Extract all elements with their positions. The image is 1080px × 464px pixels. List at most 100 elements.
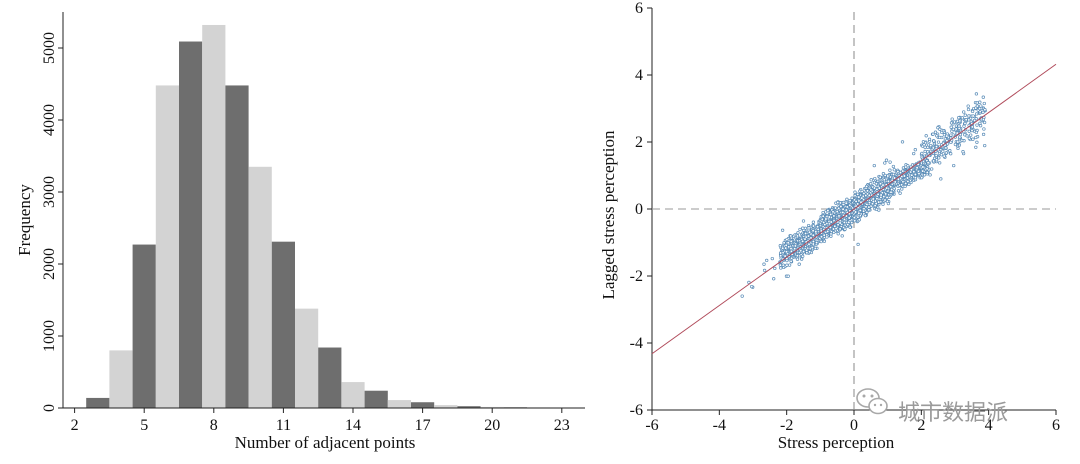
scatter-point (962, 124, 966, 128)
scatter-point (967, 114, 971, 118)
scatter-point (974, 135, 978, 140)
scatter-point (913, 148, 917, 152)
scatter-point (867, 193, 871, 197)
scatter-point (939, 177, 943, 181)
scatter-point (890, 187, 894, 192)
scatter-fit-line (651, 63, 1057, 355)
scatter-point (847, 220, 851, 224)
scatter-point (860, 189, 864, 194)
scatter-point (853, 219, 857, 223)
scatter-point (938, 135, 942, 140)
scatter-y-tick-label: 6 (635, 0, 643, 17)
scatter-point (878, 182, 883, 186)
scatter-point (873, 176, 877, 181)
scatter-point (900, 187, 904, 191)
scatter-point (779, 266, 783, 270)
scatter-point (923, 149, 927, 154)
scatter-x-tick-label: -2 (780, 417, 793, 434)
scatter-point (904, 181, 908, 186)
scatter-point (811, 229, 815, 233)
scatter-point (878, 175, 882, 179)
scatter-point (874, 207, 879, 212)
scatter-point (861, 209, 866, 213)
histogram-bar (411, 402, 435, 408)
scatter-point (785, 237, 789, 242)
histogram-bar (318, 347, 342, 408)
scatter-point (845, 197, 849, 201)
scatter-point (975, 101, 979, 105)
scatter-point (921, 169, 925, 173)
scatter-point (950, 117, 954, 121)
scatter-point (899, 183, 904, 187)
histogram-x-tick-label: 20 (484, 417, 500, 434)
scatter-point (949, 133, 953, 137)
scatter-point (795, 254, 800, 258)
histogram-chart: 2 5 8 11 14 17 20 23 0 1000 2000 3000 4000 5000 Numb… (15, 12, 585, 452)
scatter-x-ticks: -6 -4 -2 0 2 4 6 (645, 410, 1060, 434)
scatter-point (783, 254, 787, 258)
scatter-point (801, 219, 806, 223)
scatter-point (924, 134, 928, 138)
scatter-point (967, 136, 971, 140)
scatter-y-tick-label: -2 (630, 268, 643, 285)
scatter-point (970, 128, 974, 133)
scatter-point (795, 257, 800, 261)
scatter-point (926, 150, 930, 154)
scatter-point (784, 243, 788, 247)
scatter-point (967, 129, 971, 133)
scatter-point (789, 239, 793, 243)
scatter-point (910, 173, 914, 177)
scatter-point (819, 235, 824, 239)
scatter-point (926, 161, 930, 165)
scatter-point (907, 182, 911, 187)
scatter-x-axis-label: Stress perception (778, 433, 895, 452)
scatter-point (807, 230, 812, 234)
scatter-point (884, 192, 888, 196)
scatter-point (971, 137, 975, 141)
scatter-y-tick-label: 4 (635, 67, 643, 84)
histogram-bar (179, 41, 203, 409)
scatter-point (825, 235, 829, 239)
scatter-point (807, 226, 811, 230)
scatter-point (784, 246, 788, 250)
scatter-point (854, 199, 858, 204)
scatter-point (978, 124, 983, 128)
histogram-x-tick-label: 8 (210, 417, 218, 434)
scatter-point (819, 239, 823, 244)
scatter-point (972, 118, 977, 123)
scatter-point (793, 244, 798, 248)
scatter-point (942, 154, 946, 158)
scatter-point (961, 150, 965, 154)
scatter-point (858, 208, 862, 213)
histogram-x-tick-label: 2 (71, 417, 79, 434)
scatter-point (848, 203, 852, 207)
scatter-point (936, 140, 941, 144)
scatter-point (838, 201, 843, 205)
scatter-point (886, 179, 891, 183)
scatter-point (762, 268, 767, 273)
scatter-point (898, 191, 902, 195)
scatter-point (963, 121, 967, 126)
scatter-x-tick-label: 4 (985, 417, 993, 434)
histogram-bar (387, 400, 411, 408)
scatter-point (925, 167, 929, 171)
scatter-point (953, 142, 958, 147)
scatter-point (832, 214, 836, 218)
scatter-point (831, 227, 836, 231)
scatter-point (938, 127, 942, 131)
scatter-point (949, 121, 954, 125)
scatter-point (781, 246, 785, 250)
histogram-bar (109, 350, 133, 408)
scatter-point (869, 188, 873, 192)
scatter-point (905, 176, 910, 180)
scatter-point (963, 113, 967, 117)
scatter-point (811, 220, 816, 224)
scatter-x-tick-label: 6 (1052, 417, 1060, 434)
scatter-point (945, 134, 949, 138)
scatter-point (827, 215, 831, 219)
scatter-y-tick-label: 0 (635, 201, 643, 218)
scatter-point (801, 249, 806, 254)
scatter-point (798, 227, 802, 232)
scatter-point (978, 106, 982, 111)
